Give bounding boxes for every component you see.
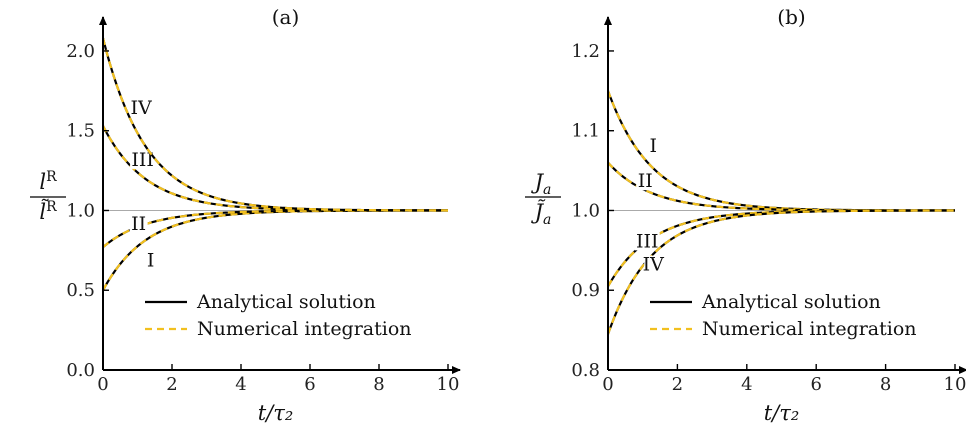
curve-label-backdrop xyxy=(132,99,151,118)
legend-label-analytical: Analytical solution xyxy=(701,291,881,313)
legend: Analytical solution Numerical integration xyxy=(145,291,412,340)
panel-title: (b) xyxy=(777,5,805,29)
curve-label-II: II xyxy=(131,213,146,235)
x-tick-label: 4 xyxy=(741,374,752,395)
panel-title: (a) xyxy=(272,5,300,29)
y-tick-label: 1.1 xyxy=(571,121,600,142)
x-tick-label: 6 xyxy=(810,374,821,395)
y-axis-label-numerator: lR xyxy=(39,169,57,194)
y-tick-label: 0.8 xyxy=(571,360,600,381)
y-tick-label: 0.9 xyxy=(571,280,600,301)
y-tick-label: 1.0 xyxy=(571,200,600,221)
x-tick-label: 4 xyxy=(235,374,246,395)
numerical-curve-IV xyxy=(606,209,955,335)
curve-label-III: III xyxy=(131,149,154,171)
x-axis-label: t/τ₂ xyxy=(764,401,800,425)
curve-label-backdrop xyxy=(129,214,148,233)
legend: Analytical solution Numerical integration xyxy=(650,291,917,340)
x-tick-label: 0 xyxy=(97,374,108,395)
numerical-curve-II xyxy=(102,209,448,249)
y-tick-label: 2.0 xyxy=(66,41,95,62)
numerical-curve-III xyxy=(102,125,448,212)
x-axis-label: t/τ₂ xyxy=(258,401,294,425)
curve-label-IV: IV xyxy=(131,97,153,119)
curve-label-I: I xyxy=(649,135,657,157)
x-tick-label: 2 xyxy=(166,374,177,395)
x-tick-label: 2 xyxy=(672,374,683,395)
legend-label-numerical: Numerical integration xyxy=(702,318,917,340)
x-tick-label: 8 xyxy=(373,374,384,395)
x-tick-label: 0 xyxy=(602,374,613,395)
curve-label-I: I xyxy=(147,250,155,272)
y-tick-label: 1.0 xyxy=(66,200,95,221)
numerical-curve-I xyxy=(606,90,956,212)
y-axis-label-denominator: J̃a xyxy=(531,200,552,228)
curve-label-III: III xyxy=(636,230,659,252)
curve-label-IV: IV xyxy=(643,254,665,276)
x-tick-label: 10 xyxy=(437,374,460,395)
curve-label-backdrop xyxy=(647,137,659,156)
y-axis-label-numerator: Ja xyxy=(531,170,552,198)
x-tick-label: 8 xyxy=(880,374,891,395)
x-tick-label: 6 xyxy=(304,374,315,395)
numerical-curve-II xyxy=(607,161,955,212)
analytical-curve-II xyxy=(102,209,448,249)
y-tick-label: 1.5 xyxy=(66,121,95,142)
y-axis-label: JaJ̃a xyxy=(525,170,561,228)
curve-label-backdrop xyxy=(145,251,157,270)
curve-label-II: II xyxy=(638,170,653,192)
y-axis-label-denominator: l̃R xyxy=(39,199,57,224)
x-tick-label: 10 xyxy=(944,374,966,395)
numerical-curve-IV xyxy=(101,37,448,212)
analytical-curve-I xyxy=(606,90,956,212)
curve-label-backdrop xyxy=(644,255,663,274)
legend-label-numerical: Numerical integration xyxy=(197,318,412,340)
y-axis-label: lR l̃R xyxy=(30,169,66,224)
curve-label-backdrop xyxy=(634,232,660,251)
curve-label-backdrop xyxy=(130,150,156,169)
curve-label-backdrop xyxy=(636,172,655,191)
y-tick-label: 0.5 xyxy=(66,280,95,301)
legend-label-analytical: Analytical solution xyxy=(196,291,376,313)
y-tick-label: 0.0 xyxy=(66,360,95,381)
analytical-curve-II xyxy=(607,161,955,212)
y-tick-label: 1.2 xyxy=(571,41,600,62)
